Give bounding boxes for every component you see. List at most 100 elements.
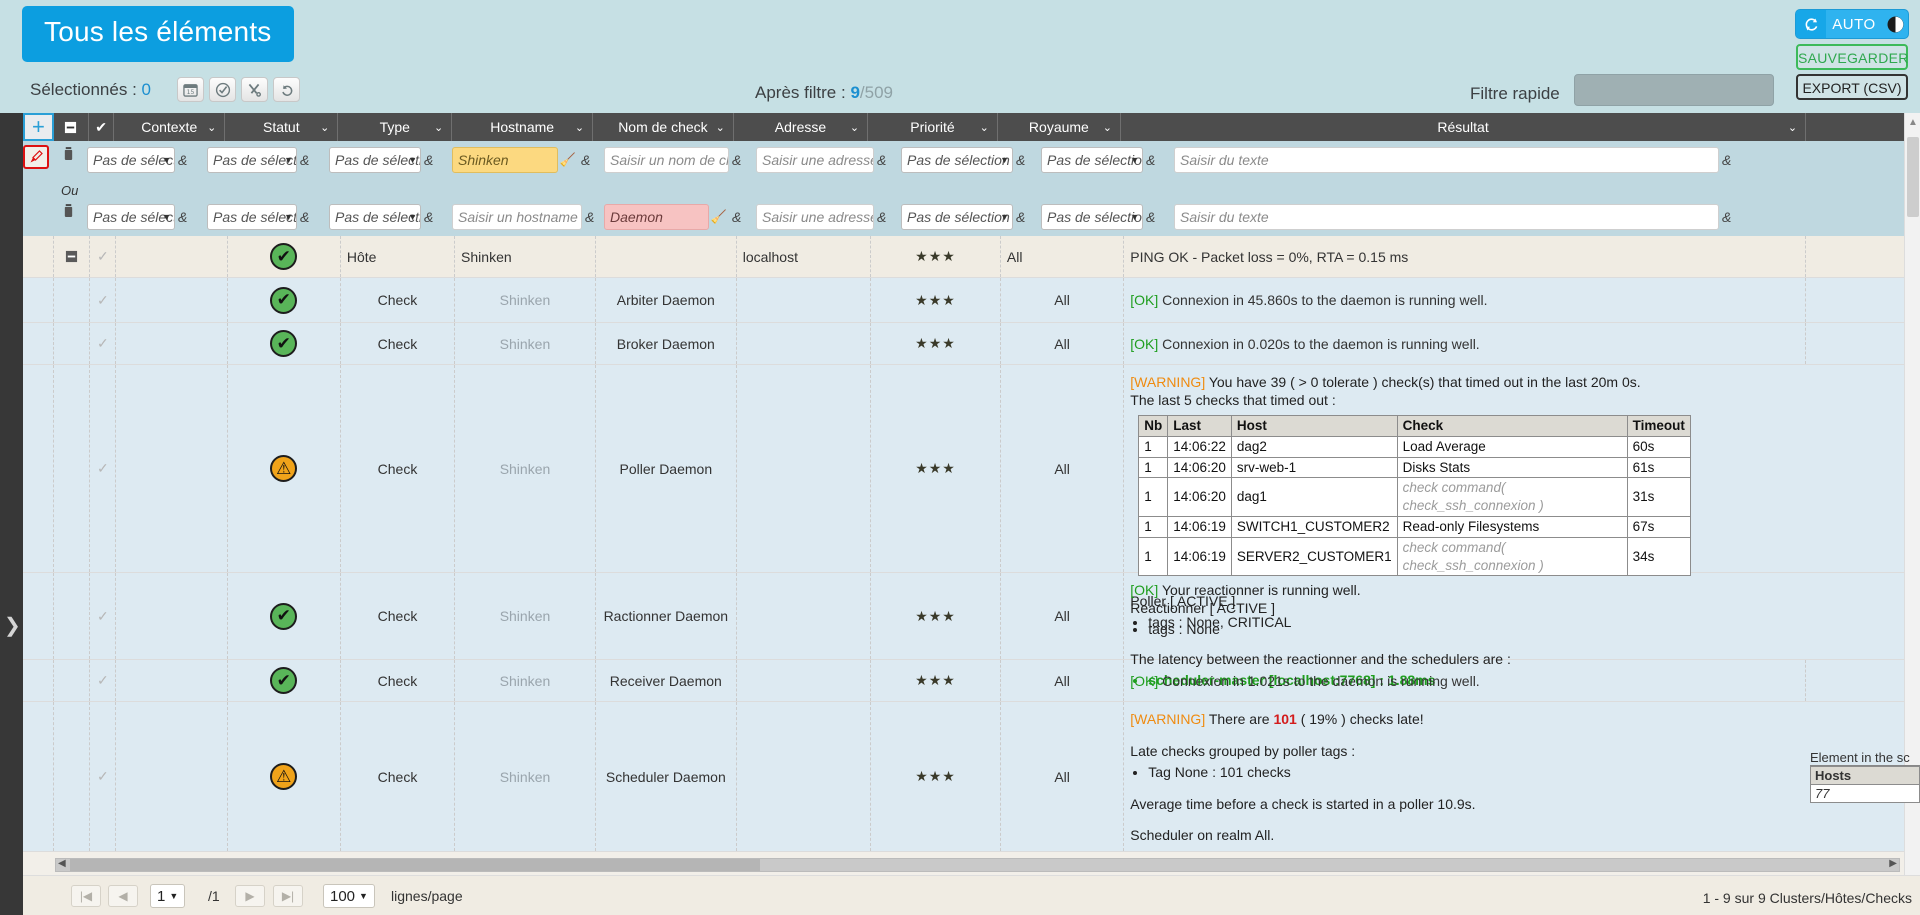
chevron-down-icon[interactable]: ⌄ [1787,121,1798,134]
column-header-statut[interactable]: Statut ⌄ [225,113,339,141]
row-checkbox[interactable]: ✓ [90,573,117,659]
column-header-type[interactable]: Type ⌄ [338,113,453,141]
column-header-royaume[interactable]: Royaume ⌄ [998,113,1121,141]
add-filter-row-button[interactable]: + [23,113,54,141]
row-checkbox[interactable]: ✓ [90,660,117,701]
clear-filters-button[interactable] [23,145,49,169]
chevron-down-icon[interactable]: ▼ [359,891,368,901]
chevron-down-icon[interactable]: ▼ [1000,155,1009,165]
column-header-contexte[interactable]: Contexte ⌄ [114,113,226,141]
filter-type-2[interactable]: Pas de sélection▼& [329,198,452,236]
filter-check-input-1[interactable]: Saisir un nom de che [604,147,729,173]
filter-type-1[interactable]: Pas de sélection▼& [329,141,452,179]
row-checkbox[interactable]: ✓ [90,365,117,572]
filter-adresse-input-2[interactable]: Saisir une adresse [756,204,874,230]
page-number-select[interactable]: 1 ▼ [150,884,186,908]
undo-icon[interactable] [273,77,300,102]
expand-sidebar-icon[interactable]: ❯ [4,615,21,637]
filter-royaume-select-1[interactable]: Pas de sélection ▼ [1041,147,1143,173]
filter-adresse-input-1[interactable]: Saisir une adresse [756,147,874,173]
acknowledge-icon[interactable] [209,77,236,102]
filter-priorite-1[interactable]: Pas de sélection ▼ & [901,141,1041,179]
chevron-down-icon[interactable]: ▼ [284,212,293,222]
filter-hostname-2[interactable]: Saisir un hostname & [452,198,604,236]
filter-check-2[interactable]: Daemon 🧹 & [604,198,756,236]
filter-contexte-select-2[interactable]: Pas de sélecti ▼ [87,204,175,230]
filter-contexte-2[interactable]: Pas de sélecti ▼ & [87,198,207,236]
row-checkbox[interactable]: ✓ [90,278,117,322]
filter-adresse-1[interactable]: Saisir une adresse & [756,141,901,179]
filter-hostname-1[interactable]: Shinken 🧹 & [452,141,604,179]
chevron-down-icon[interactable]: ⌄ [320,121,330,134]
scroll-right-icon[interactable]: ▶ [1889,858,1897,869]
table-row[interactable]: ✓ ✔ Hôte Shinken localhost ★★★ All PING … [23,236,1920,278]
prev-page-button[interactable]: ◀ [108,885,138,907]
scroll-left-icon[interactable]: ◀ [58,858,66,869]
table-row[interactable]: ✓ ⚠ Check Shinken Scheduler Daemon ★★★ A… [23,702,1920,852]
chevron-down-icon[interactable]: ▼ [1000,212,1009,222]
broom-icon[interactable]: 🧹 [559,152,577,167]
filter-adresse-2[interactable]: Saisir une adresse & [756,198,901,236]
row-expand-toggle[interactable] [54,236,91,277]
filter-statut-select-2[interactable]: Pas de sélecti ▼ [207,204,297,230]
next-page-button[interactable]: ▶ [235,885,265,907]
filter-royaume-1[interactable]: Pas de sélection ▼ & [1041,141,1174,179]
chevron-down-icon[interactable]: ▼ [408,155,417,165]
column-header-resultat[interactable]: Résultat ⌄ [1121,113,1807,141]
chevron-down-icon[interactable]: ▼ [1130,155,1139,165]
chevron-down-icon[interactable]: ⌄ [574,121,585,134]
vertical-scrollbar[interactable]: ▲ ▼ [1904,113,1920,915]
filter-statut-1[interactable]: Pas de sélecti ▼ & [207,141,329,179]
quick-filter-input[interactable] [1574,74,1774,106]
column-header-extra[interactable] [1806,113,1920,141]
filter-type-select-1[interactable]: Pas de sélection▼ [329,147,421,173]
filter-type-select-2[interactable]: Pas de sélection▼ [329,204,421,230]
column-header-nom-de-check[interactable]: Nom de check ⌄ [593,113,734,141]
filter-resultat-input-1[interactable]: Saisir du texte [1174,147,1719,173]
filter-priorite-select-2[interactable]: Pas de sélection ▼ [901,204,1013,230]
save-button[interactable]: SAUVEGARDER [1796,44,1908,70]
filter-royaume-select-2[interactable]: Pas de sélection ▼ [1041,204,1143,230]
table-row[interactable]: ✓ ✔ Check Shinken Ractionner Daemon ★★★ … [23,573,1920,688]
broom-icon[interactable]: 🧹 [710,209,728,224]
filter-contexte-select-1[interactable]: Pas de sélecti ▼ [87,147,175,173]
scroll-up-icon[interactable]: ▲ [1908,117,1918,128]
chevron-down-icon[interactable]: ▼ [408,212,417,222]
first-page-button[interactable]: |◀ [71,885,101,907]
export-csv-button[interactable]: EXPORT (CSV) [1796,74,1908,100]
filter-hostname-input-2[interactable]: Saisir un hostname [452,204,582,230]
rows-per-page-select[interactable]: 100 ▼ [323,884,375,908]
row-checkbox[interactable]: ✓ [90,236,117,277]
table-row[interactable]: ✓ ✔ Check Shinken Arbiter Daemon ★★★ All… [23,278,1920,323]
table-row[interactable]: ✓ ✔ Check Shinken Broker Daemon ★★★ All … [23,323,1920,365]
chevron-down-icon[interactable]: ⌄ [979,121,989,134]
chevron-down-icon[interactable]: ▼ [162,155,171,165]
filter-priorite-2[interactable]: Pas de sélection ▼ & [901,198,1041,236]
filter-row2-delete[interactable] [49,198,87,236]
collapse-all-icon[interactable] [54,113,90,141]
horizontal-scrollbar[interactable]: ◀ ▶ [55,858,1900,872]
chevron-down-icon[interactable]: ▼ [162,212,171,222]
chevron-down-icon[interactable]: ⌄ [849,121,860,134]
refresh-icon[interactable] [1796,10,1826,38]
filter-priorite-select-1[interactable]: Pas de sélection ▼ [901,147,1013,173]
horizontal-scroll-thumb[interactable] [70,859,760,871]
select-all-icon[interactable]: ✔ [89,113,115,141]
column-header-adresse[interactable]: Adresse ⌄ [734,113,869,141]
filter-contexte-1[interactable]: Pas de sélecti ▼ & [87,141,207,179]
chevron-down-icon[interactable]: ⌄ [207,121,217,134]
row-checkbox[interactable]: ✓ [90,323,117,364]
chevron-down-icon[interactable]: ⌄ [715,121,725,134]
calendar-icon[interactable]: 15 [177,77,204,102]
chevron-down-icon[interactable]: ▼ [169,891,179,901]
last-page-button[interactable]: ▶| [273,885,303,907]
auto-refresh-button[interactable]: AUTO [1796,10,1908,38]
filter-statut-select-1[interactable]: Pas de sélecti ▼ [207,147,297,173]
filter-check-input-2[interactable]: Daemon [604,204,709,230]
vertical-scroll-thumb[interactable] [1907,137,1919,217]
row-checkbox[interactable]: ✓ [90,702,117,851]
tools-icon[interactable] [241,77,268,102]
chevron-down-icon[interactable]: ▼ [1130,212,1139,222]
chevron-down-icon[interactable]: ⌄ [1102,121,1112,134]
table-row[interactable]: ✓ ⚠ Check Shinken Poller Daemon ★★★ All … [23,365,1920,630]
